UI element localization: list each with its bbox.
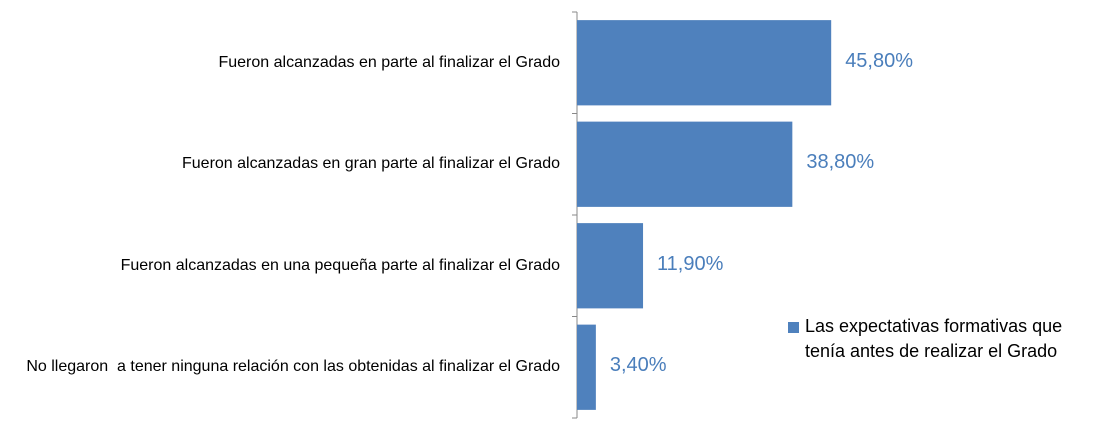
bar — [577, 20, 832, 106]
value-label: 38,80% — [806, 151, 875, 174]
legend-label: Las expectativas formativas que tenía an… — [805, 316, 1063, 361]
bar — [577, 121, 793, 207]
value-label: 45,80% — [845, 49, 914, 72]
value-label: 3,40% — [609, 354, 667, 377]
category-label: Fueron alcanzadas en parte al finalizar … — [218, 53, 560, 71]
category-label: No llegaron a tener ninguna relación con… — [26, 358, 560, 376]
value-label: 11,90% — [657, 252, 724, 275]
bar — [577, 223, 644, 309]
bar — [577, 324, 596, 410]
category-label: Fueron alcanzadas en gran parte al final… — [182, 155, 560, 173]
legend: Las expectativas formativas que tenía an… — [788, 314, 1103, 364]
legend-swatch — [788, 322, 799, 333]
category-label: Fueron alcanzadas en una pequeña parte a… — [120, 256, 560, 274]
